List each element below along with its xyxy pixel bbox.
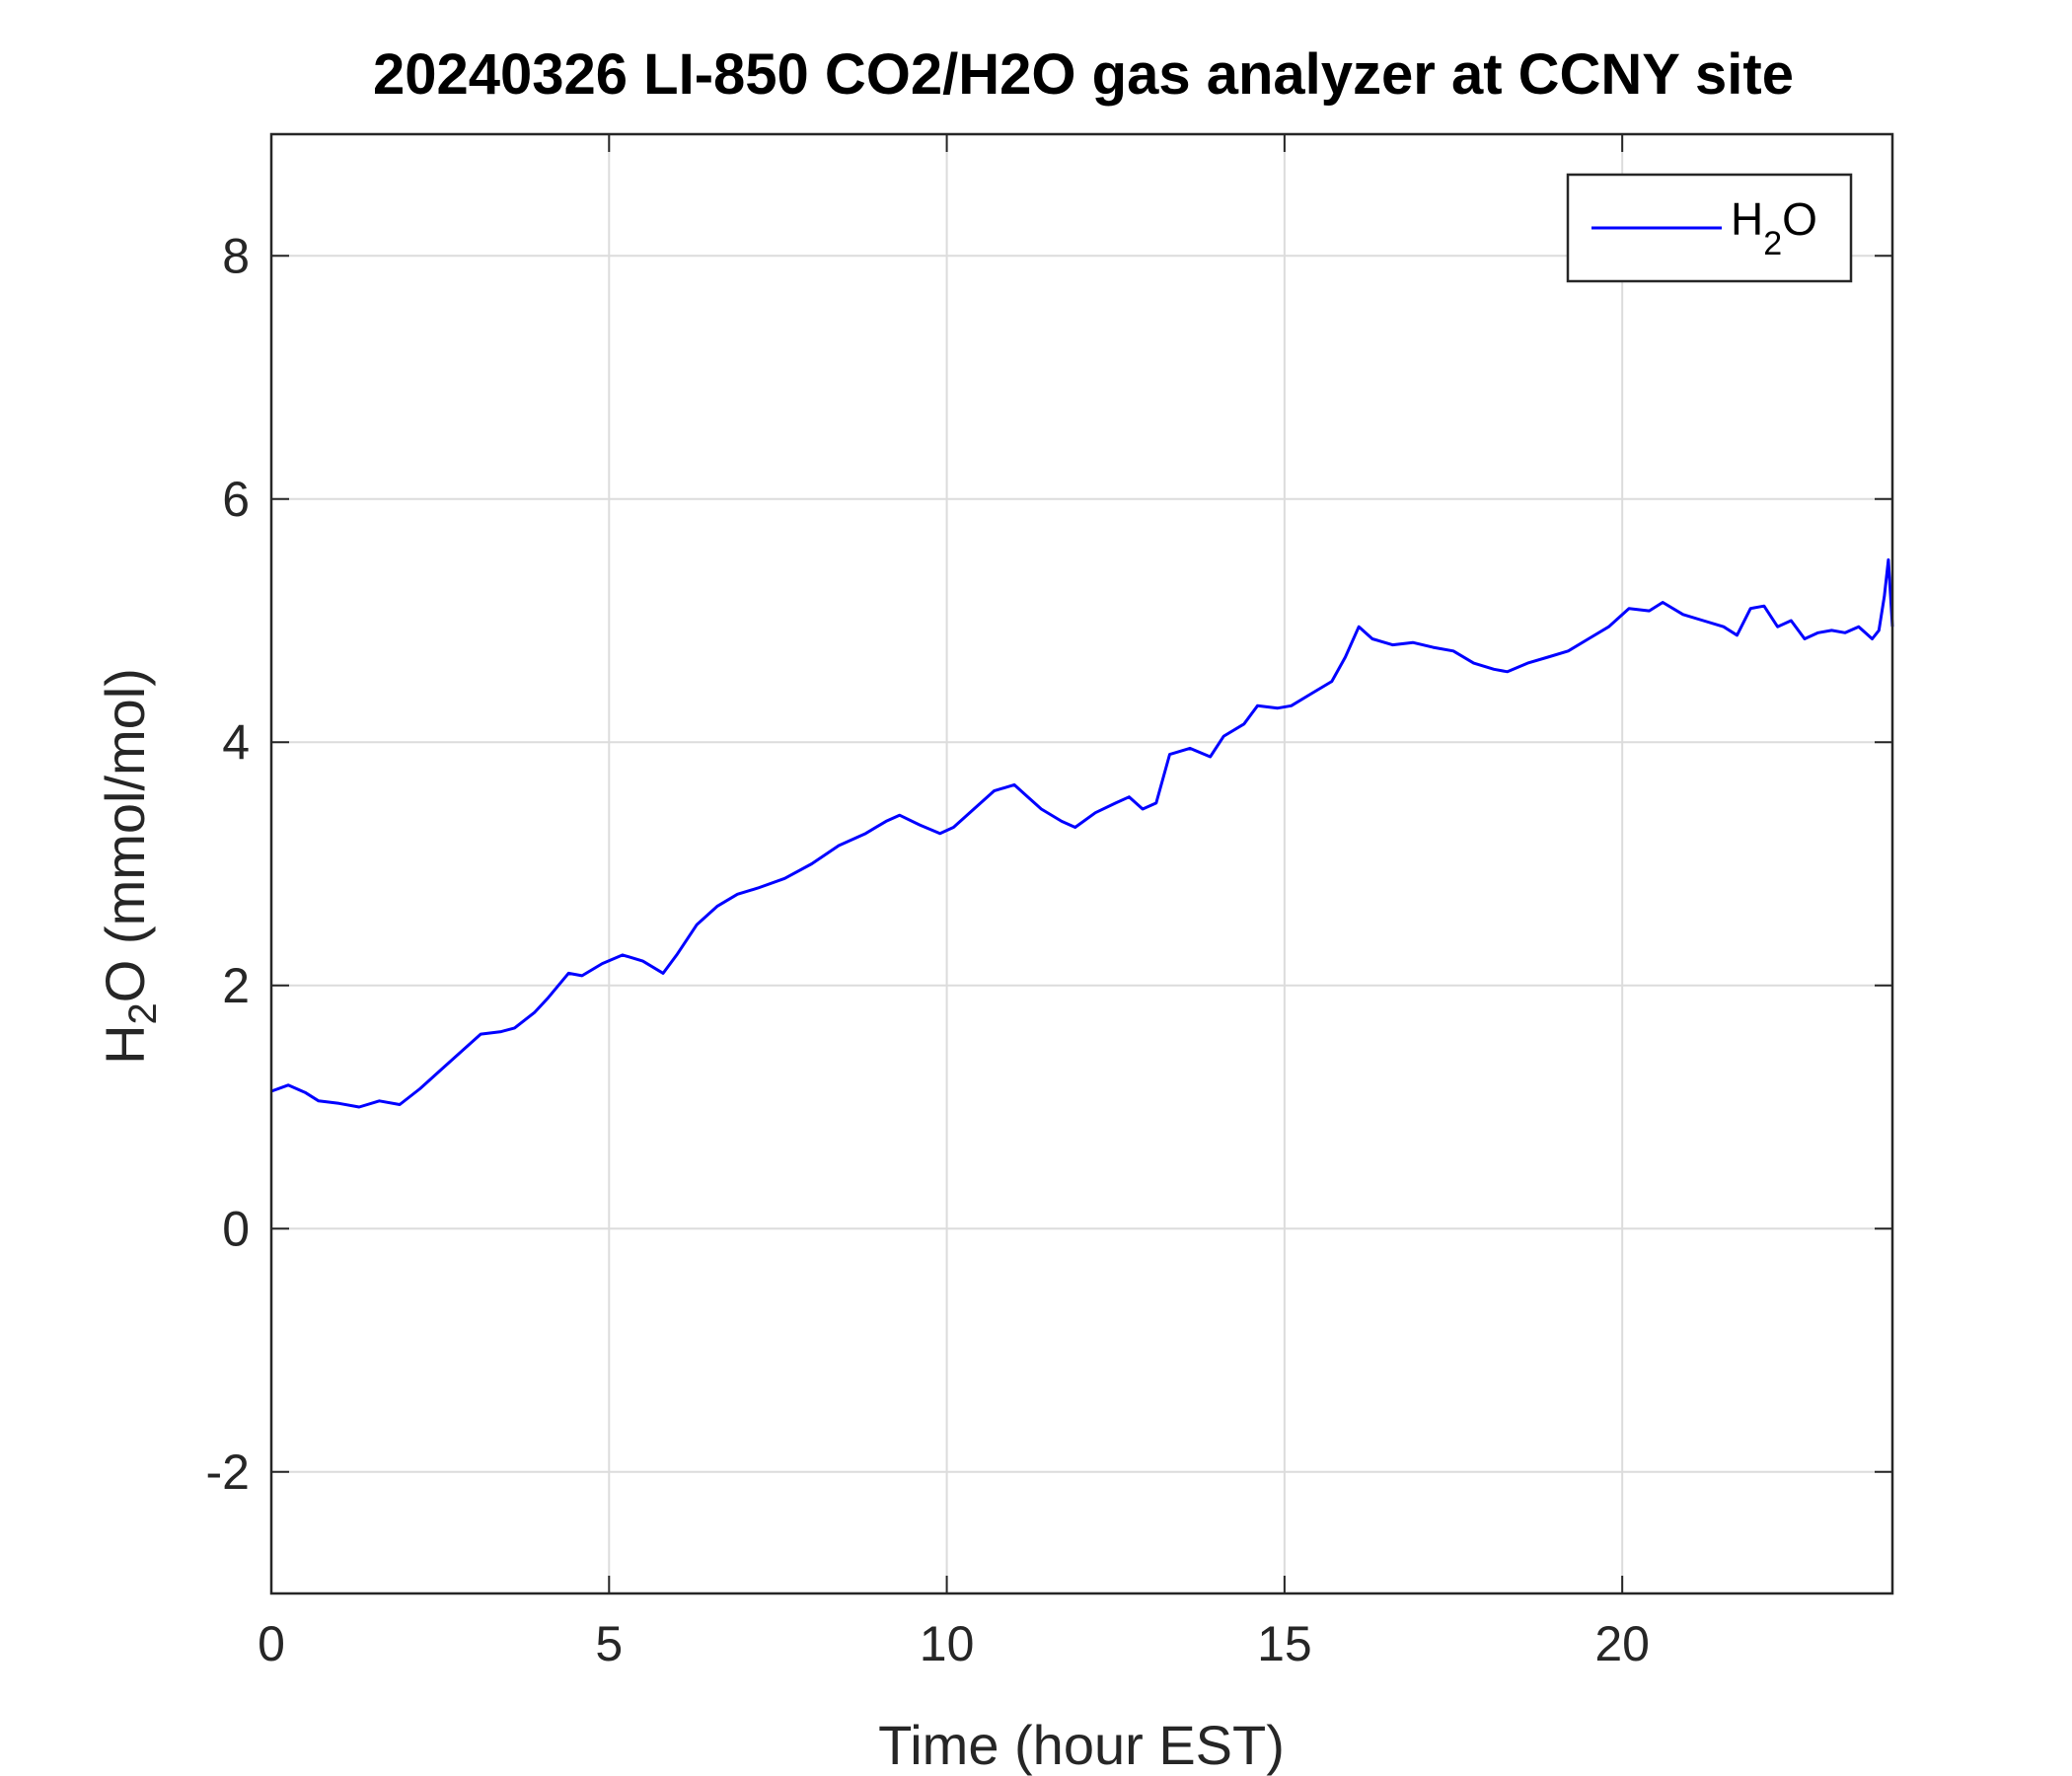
series-group (270, 557, 1894, 1109)
x-axis-label: Time (hour EST) (878, 1714, 1285, 1776)
plot-area-frame (269, 132, 1894, 1595)
y-axis-label-main: H (94, 1024, 156, 1064)
chart-title: 20240326 LI-850 CO2/H2O gas analyzer at … (373, 42, 1794, 107)
y-tick-label: -2 (206, 1444, 250, 1500)
y-tick-label: 0 (222, 1201, 250, 1256)
legend-entry-main: H (1731, 193, 1763, 245)
y-axis-label: H2O (mmol/mol) (94, 668, 165, 1065)
y-tick-label: 6 (222, 472, 250, 527)
series-line-h2o (270, 557, 1894, 1109)
legend: H2O (1566, 173, 1853, 283)
axis-ticks (270, 134, 1892, 1593)
legend-entry-rest: O (1782, 193, 1817, 245)
legend-entry-h2o: H2O (1731, 193, 1817, 262)
y-axis-label-rest: O (mmol/mol) (94, 668, 156, 1002)
x-tick-label: 0 (258, 1616, 285, 1671)
x-tick-label: 10 (920, 1616, 975, 1671)
y-tick-label: 8 (222, 228, 250, 283)
y-axis-label-subscript: 2 (121, 1002, 165, 1024)
x-tick-label: 20 (1594, 1616, 1650, 1671)
y-tick-label: 4 (222, 714, 250, 770)
x-tick-label: 5 (595, 1616, 623, 1671)
y-tick-label: 2 (222, 958, 250, 1013)
legend-entry-subscript: 2 (1763, 225, 1782, 262)
x-tick-label: 15 (1257, 1616, 1312, 1671)
y-tick-labels: -2 0 2 4 6 8 (206, 228, 250, 1500)
x-tick-labels: 0 5 10 15 20 (258, 1616, 1650, 1671)
